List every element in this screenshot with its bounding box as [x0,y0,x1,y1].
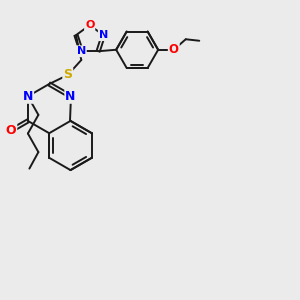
Text: O: O [169,43,179,56]
Text: O: O [6,124,16,137]
Text: N: N [65,90,76,103]
Text: N: N [23,90,33,103]
Text: N: N [99,30,108,40]
Text: N: N [76,46,86,56]
Text: S: S [63,68,72,82]
Text: O: O [85,20,94,30]
